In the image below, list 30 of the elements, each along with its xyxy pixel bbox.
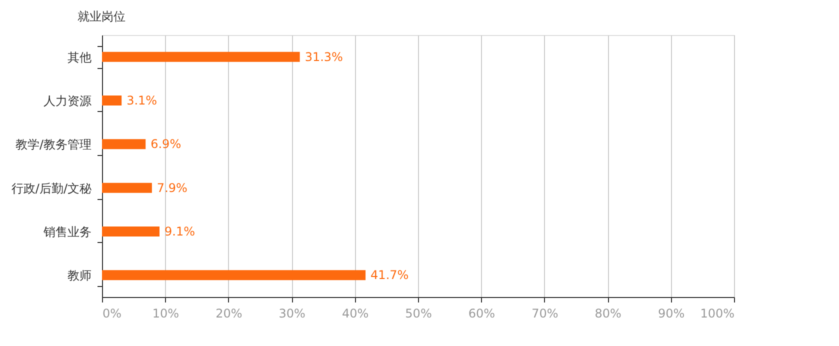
x-tick-label: 70%	[532, 306, 558, 320]
x-tick-label: 20%	[216, 306, 242, 320]
y-tick-label: 教师	[68, 268, 92, 283]
y-tick-label: 教学/教务管理	[15, 138, 92, 152]
data-label: 41.7%	[370, 268, 409, 282]
x-tick-label: 100%	[700, 306, 734, 320]
bar	[102, 182, 152, 193]
y-tick-label: 行政/后勤/文秘	[11, 181, 92, 196]
y-axis-title: 就业岗位	[78, 10, 126, 24]
x-tick-label: 40%	[342, 306, 369, 320]
x-tick-label: 80%	[594, 306, 622, 320]
data-label: 7.9%	[156, 180, 188, 195]
data-label: 6.9%	[150, 137, 182, 152]
x-tick-label: 60%	[468, 306, 496, 320]
bar	[102, 52, 300, 62]
bar	[102, 96, 122, 106]
bar	[102, 139, 146, 150]
x-tick-label: 50%	[405, 306, 432, 320]
data-label: 3.1%	[126, 94, 158, 108]
bar	[102, 226, 160, 236]
data-label: 9.1%	[164, 224, 196, 238]
bar	[102, 270, 366, 280]
y-tick-label: 销售业务	[42, 225, 92, 239]
x-tick-label: 10%	[152, 306, 180, 320]
y-tick-label: 其他	[68, 50, 92, 64]
data-label: 31.3%	[304, 50, 343, 64]
x-tick-label: 90%	[658, 306, 685, 320]
x-tick-label: 0%	[102, 306, 122, 320]
y-tick-label: 人力资源	[44, 94, 92, 108]
x-tick-label: 30%	[278, 306, 306, 320]
